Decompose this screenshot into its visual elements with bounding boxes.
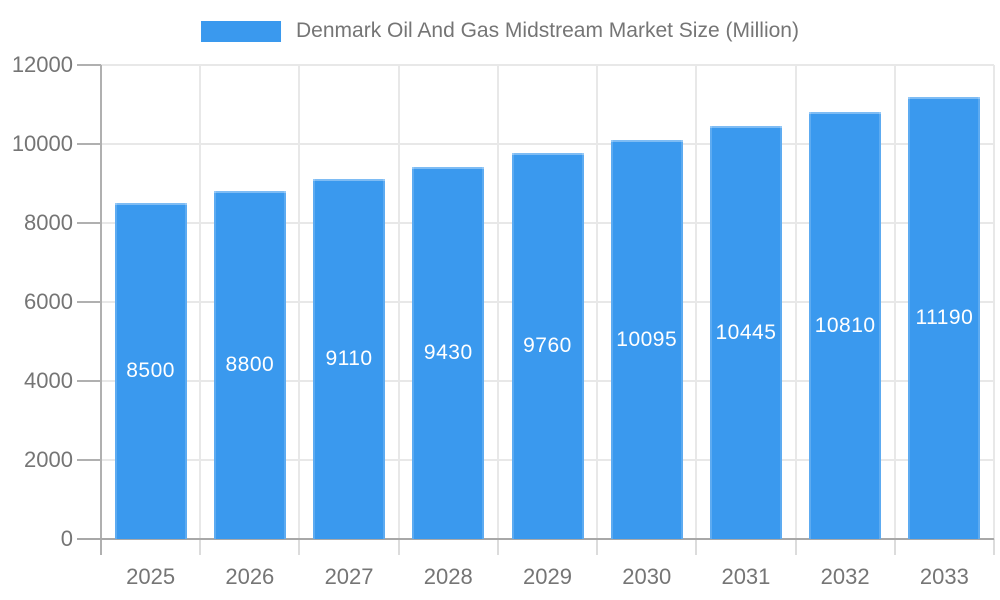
y-axis-label: 8000 <box>24 210 73 235</box>
legend-item[interactable]: Denmark Oil And Gas Midstream Market Siz… <box>201 17 799 45</box>
x-gridline <box>794 65 797 539</box>
x-gridline <box>298 65 301 539</box>
y-axis-tick <box>77 222 101 224</box>
bar[interactable] <box>313 179 386 539</box>
x-axis-tick <box>397 539 400 555</box>
bar[interactable] <box>114 203 187 539</box>
y-axis-label: 4000 <box>24 368 73 393</box>
bar[interactable] <box>809 112 882 539</box>
x-axis-tick <box>496 539 499 555</box>
y-axis-tick <box>77 380 101 382</box>
x-axis-tick <box>993 539 995 555</box>
y-axis-tick <box>77 143 101 145</box>
bar[interactable] <box>412 166 485 539</box>
y-axis-tick <box>77 459 101 461</box>
y-axis-label: 0 <box>60 526 73 551</box>
bar[interactable] <box>511 153 584 539</box>
bar[interactable] <box>709 126 782 539</box>
x-gridline <box>893 65 896 539</box>
bar[interactable] <box>610 140 683 539</box>
x-axis-label: 2026 <box>225 564 275 589</box>
x-axis-label: 2029 <box>523 564 572 589</box>
x-gridline <box>695 65 698 539</box>
x-axis-label: 2025 <box>126 564 176 589</box>
x-axis-label: 2031 <box>721 564 771 589</box>
x-axis-tick <box>596 539 599 555</box>
x-axis-line <box>77 538 994 540</box>
y-axis-tick <box>77 301 101 303</box>
x-axis-tick <box>298 539 301 555</box>
bar[interactable] <box>213 191 286 539</box>
y-axis-label: 12000 <box>11 52 73 77</box>
y-axis-label: 6000 <box>24 289 73 314</box>
y-axis-label: 2000 <box>24 447 73 472</box>
x-gridline <box>199 65 202 539</box>
x-axis-label: 2030 <box>622 564 672 589</box>
x-axis-tick <box>893 539 896 555</box>
bar[interactable] <box>908 96 981 539</box>
x-axis-label: 2033 <box>919 564 969 589</box>
x-axis-tick <box>695 539 698 555</box>
x-axis-label: 2028 <box>423 564 473 589</box>
x-axis-tick <box>199 539 202 555</box>
x-gridline <box>496 65 499 539</box>
y-axis-line <box>100 65 102 555</box>
y-axis-tick <box>77 64 101 66</box>
x-gridline <box>397 65 400 539</box>
y-gridline <box>101 64 994 66</box>
x-gridline <box>596 65 599 539</box>
x-axis-label: 2032 <box>820 564 870 589</box>
x-axis-tick <box>794 539 797 555</box>
x-axis-label: 2027 <box>324 564 374 589</box>
legend-swatch <box>201 20 282 42</box>
x-gridline <box>993 65 995 539</box>
y-gridline <box>101 143 994 145</box>
legend-label: Denmark Oil And Gas Midstream Market Siz… <box>296 19 799 42</box>
y-axis-label: 10000 <box>11 131 73 156</box>
